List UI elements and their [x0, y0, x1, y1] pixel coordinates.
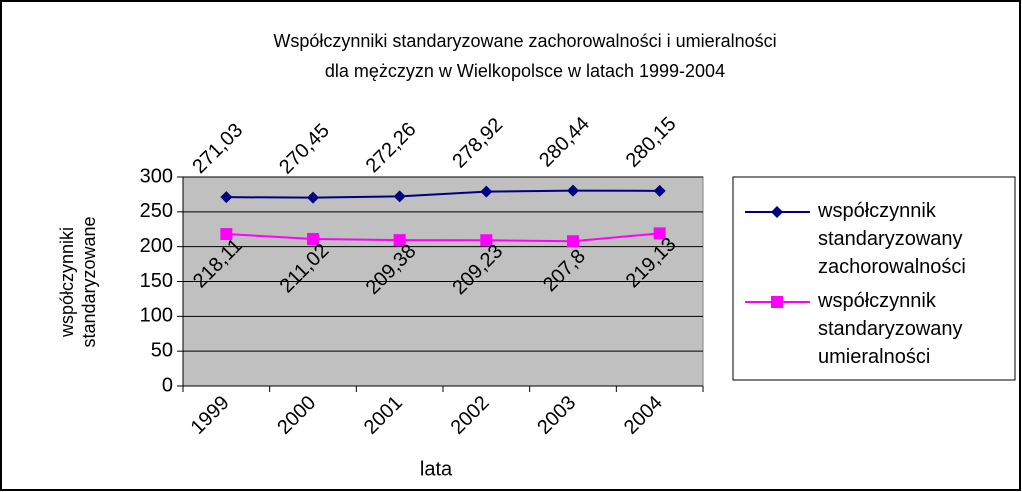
marker [393, 234, 406, 247]
x-axis-label: lata [420, 458, 453, 480]
marker [393, 190, 406, 203]
marker [220, 191, 233, 204]
marker [567, 235, 579, 248]
marker [307, 232, 319, 245]
y-tick-label: 50 [151, 339, 173, 361]
y-tick-label: 0 [162, 374, 173, 396]
legend-marker [771, 206, 783, 218]
chart-title: Współczynniki standaryzowane zachorowaln… [273, 31, 776, 51]
marker [307, 191, 319, 204]
y-tick-label: 200 [140, 235, 173, 257]
y-axis-label: współczynniki standaryzowane [57, 216, 99, 347]
marker [653, 184, 666, 197]
marker [220, 228, 233, 241]
legend-label: współczynnik standaryzowany umieralności [817, 290, 963, 368]
marker [480, 234, 493, 247]
marker [480, 185, 493, 198]
y-tick-label: 300 [140, 165, 173, 187]
y-tick-label: 150 [140, 270, 173, 292]
chart-title: dla mężczyzn w Wielkopolsce w latach 199… [325, 61, 725, 81]
y-tick-label: 100 [140, 305, 173, 327]
legend-marker [771, 296, 783, 308]
y-tick-label: 250 [140, 200, 173, 222]
series-line [226, 232, 660, 243]
marker [567, 184, 579, 197]
marker [653, 227, 666, 240]
legend-label: współczynnik standaryzowany zachorowalnośc… [817, 200, 966, 278]
series-line [226, 189, 660, 199]
